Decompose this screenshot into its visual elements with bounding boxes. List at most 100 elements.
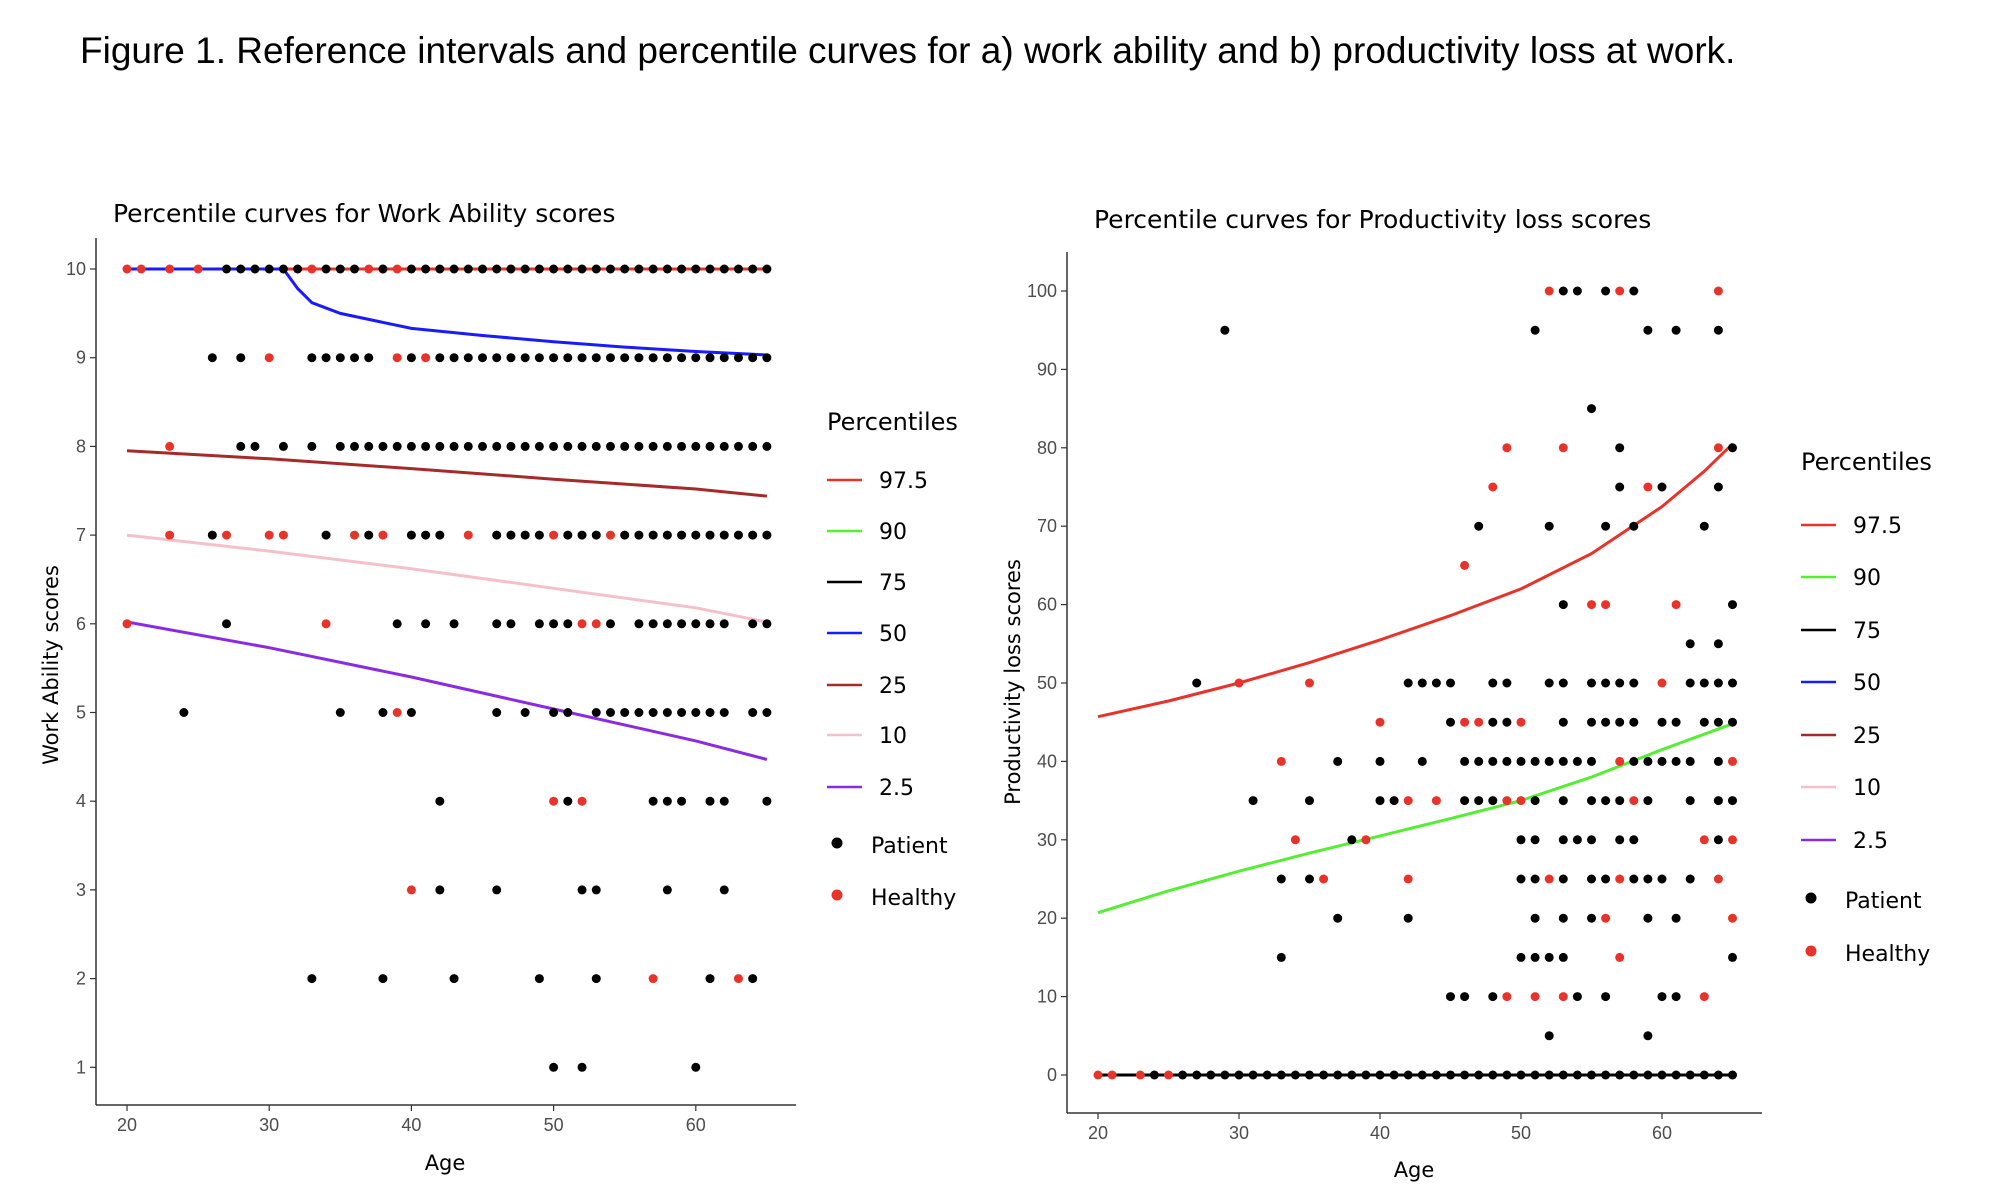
healthy-point xyxy=(321,619,331,629)
patient-point xyxy=(406,441,416,451)
patient-point xyxy=(577,441,587,451)
patient-point xyxy=(733,264,743,274)
healthy-point xyxy=(1107,1070,1117,1080)
healthy-point xyxy=(1558,992,1568,1002)
x-tick-label: 50 xyxy=(544,1115,564,1135)
y-tick-label: 60 xyxy=(1037,595,1057,615)
patient-point xyxy=(1530,835,1540,845)
patient-point xyxy=(1192,678,1202,688)
healthy-point xyxy=(392,353,402,363)
legend-label: 50 xyxy=(879,622,907,647)
patient-point xyxy=(1502,1070,1512,1080)
patient-point xyxy=(1544,952,1554,962)
legend: Percentiles 97.5 90 75 50 25 10 2.5 Patient Healt… xyxy=(1801,448,1932,967)
healthy-point xyxy=(648,974,658,984)
patient-point xyxy=(1530,796,1540,806)
patient-point xyxy=(748,264,758,274)
patient-point xyxy=(662,708,672,717)
patient-point xyxy=(762,708,772,717)
patient-point xyxy=(677,708,687,717)
percentile-curve-2-5 xyxy=(126,620,768,761)
patient-point xyxy=(1403,1070,1413,1080)
y-tick-label: 0 xyxy=(1047,1065,1057,1085)
patient-point xyxy=(421,530,431,540)
patient-point xyxy=(1502,756,1512,766)
patient-point xyxy=(662,796,672,806)
patient-point xyxy=(733,353,743,363)
patient-point xyxy=(1629,1070,1639,1080)
patient-point xyxy=(563,264,573,274)
patient-point xyxy=(520,264,530,274)
patient-point xyxy=(1671,756,1681,766)
patient-point xyxy=(335,708,345,717)
healthy-point xyxy=(364,264,374,274)
patient-point xyxy=(307,974,317,984)
x-tick-label: 40 xyxy=(401,1115,421,1135)
patient-point xyxy=(1615,443,1625,453)
patient-point xyxy=(762,796,772,806)
patient-point xyxy=(350,353,360,363)
y-tick-label: 5 xyxy=(76,703,86,723)
patient-point xyxy=(1403,913,1413,923)
patient-point xyxy=(1685,874,1695,884)
patient-point xyxy=(648,441,658,451)
healthy-point xyxy=(1276,756,1286,766)
patient-point xyxy=(1488,756,1498,766)
patient-point xyxy=(406,530,416,540)
patient-point xyxy=(1587,404,1596,414)
y-tick-label: 2 xyxy=(76,969,86,989)
percentile-curve-90 xyxy=(1097,722,1734,915)
patient-point xyxy=(350,264,360,274)
patient-point xyxy=(563,353,573,363)
patient-point xyxy=(1206,1070,1216,1080)
patient-point xyxy=(520,708,530,717)
healthy-point xyxy=(1502,796,1512,806)
patient-point xyxy=(648,708,658,717)
patient-point xyxy=(549,441,559,451)
healthy-point xyxy=(591,619,601,629)
patient-point xyxy=(620,264,630,274)
legend-label: 75 xyxy=(1853,619,1881,644)
y-tick-label: 9 xyxy=(76,348,86,368)
patient-point xyxy=(506,619,516,629)
patient-point xyxy=(705,353,715,363)
patient-point xyxy=(1629,874,1639,884)
x-axis-label: Age xyxy=(425,1151,466,1175)
patient-point xyxy=(1587,796,1596,806)
patient-point xyxy=(1643,756,1653,766)
patient-point xyxy=(1671,325,1681,335)
patient-point xyxy=(1488,717,1498,727)
patient-point xyxy=(719,796,729,806)
y-tick-label: 10 xyxy=(66,259,86,279)
healthy-point xyxy=(222,530,232,540)
patient-point xyxy=(435,264,445,274)
patient-point xyxy=(677,264,687,274)
patient-point xyxy=(1615,796,1625,806)
patient-point xyxy=(278,264,288,274)
patient-point xyxy=(719,619,729,629)
patient-point xyxy=(1446,992,1455,1002)
patient-point xyxy=(378,974,388,984)
patient-point xyxy=(1149,1070,1159,1080)
patient-point xyxy=(1657,756,1667,766)
patient-point xyxy=(591,264,601,274)
healthy-point xyxy=(1305,678,1314,688)
patient-point xyxy=(1713,717,1723,727)
healthy-point xyxy=(577,796,587,806)
patient-point xyxy=(1558,874,1568,884)
patient-point xyxy=(762,264,772,274)
healthy-point xyxy=(1474,717,1484,727)
legend: Percentiles 97.5 90 75 50 25 10 2.5 Patient Healt… xyxy=(827,408,958,911)
healthy-point xyxy=(122,619,132,629)
patient-point xyxy=(605,708,615,717)
patient-point xyxy=(1643,796,1653,806)
patient-point xyxy=(478,264,487,274)
patient-point xyxy=(421,619,431,629)
patient-point xyxy=(1474,1070,1484,1080)
healthy-point xyxy=(392,264,402,274)
patient-point xyxy=(1629,678,1639,688)
patient-point xyxy=(634,441,644,451)
healthy-point xyxy=(1361,835,1371,845)
patient-point xyxy=(321,264,331,274)
y-tick-label: 10 xyxy=(1037,987,1057,1007)
